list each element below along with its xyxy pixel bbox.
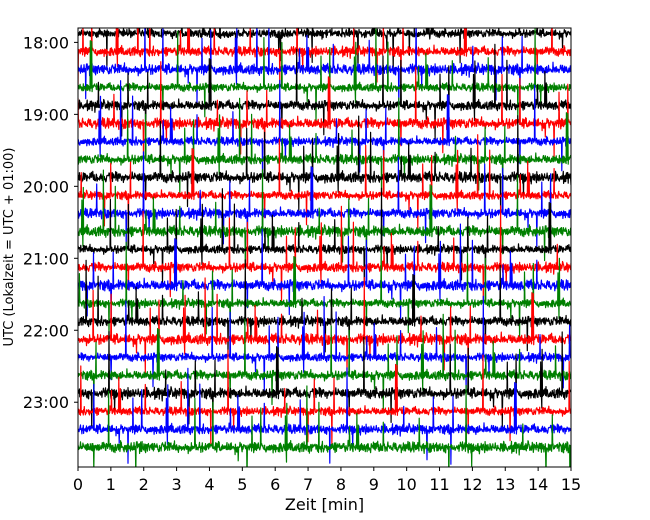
trace-line	[78, 28, 571, 73]
x-tick-label: 10	[396, 475, 416, 494]
x-axis-label: Zeit [min]	[285, 495, 364, 514]
y-tick-label: 20:00	[23, 177, 69, 196]
trace-line	[78, 151, 571, 249]
x-tick-label: 0	[73, 475, 83, 494]
trace-line	[78, 313, 571, 411]
x-tick-label: 8	[336, 475, 346, 494]
x-tick-label: 5	[237, 475, 247, 494]
trace-line	[78, 331, 571, 430]
y-tick-label: 23:00	[23, 393, 69, 412]
trace-line	[78, 205, 571, 302]
x-tick-label: 3	[172, 475, 182, 494]
trace-line	[78, 295, 571, 393]
trace-line	[78, 134, 571, 231]
x-tick-label: 15	[561, 475, 581, 494]
x-tick-label: 12	[462, 475, 482, 494]
traces-group	[78, 28, 571, 467]
x-tick-label: 1	[106, 475, 116, 494]
y-axis-label: UTC (Lokalzeit = UTC + 01:00)	[2, 148, 17, 347]
x-tick-label: 11	[429, 475, 449, 494]
trace-line	[78, 28, 571, 87]
trace-line	[78, 187, 571, 285]
y-tick-label: 21:00	[23, 249, 69, 268]
x-tick-label: 9	[369, 475, 379, 494]
trace-line	[78, 367, 571, 465]
y-tick-label: 22:00	[23, 321, 69, 340]
trace-line	[78, 349, 571, 447]
y-axis: 18:00 19:00 20:00 21:00 22:00 23:00	[23, 33, 78, 412]
plot-frame	[77, 27, 572, 468]
y-tick-label: 18:00	[23, 33, 69, 52]
trace-line	[78, 115, 571, 213]
x-tick-label: 4	[204, 475, 214, 494]
x-tick-label: 13	[495, 475, 515, 494]
x-tick-label: 14	[528, 475, 548, 494]
trace-line	[78, 169, 571, 268]
trace-line	[78, 223, 571, 322]
trace-line	[78, 384, 571, 467]
y-tick-label: 19:00	[23, 105, 69, 124]
x-tick-label: 6	[270, 475, 280, 494]
x-tick-label: 7	[303, 475, 313, 494]
x-axis: 0 1 2 3 4 5 6 7 8 9 10 11 12 13 14 15	[73, 467, 581, 494]
x-tick-label: 2	[139, 475, 149, 494]
